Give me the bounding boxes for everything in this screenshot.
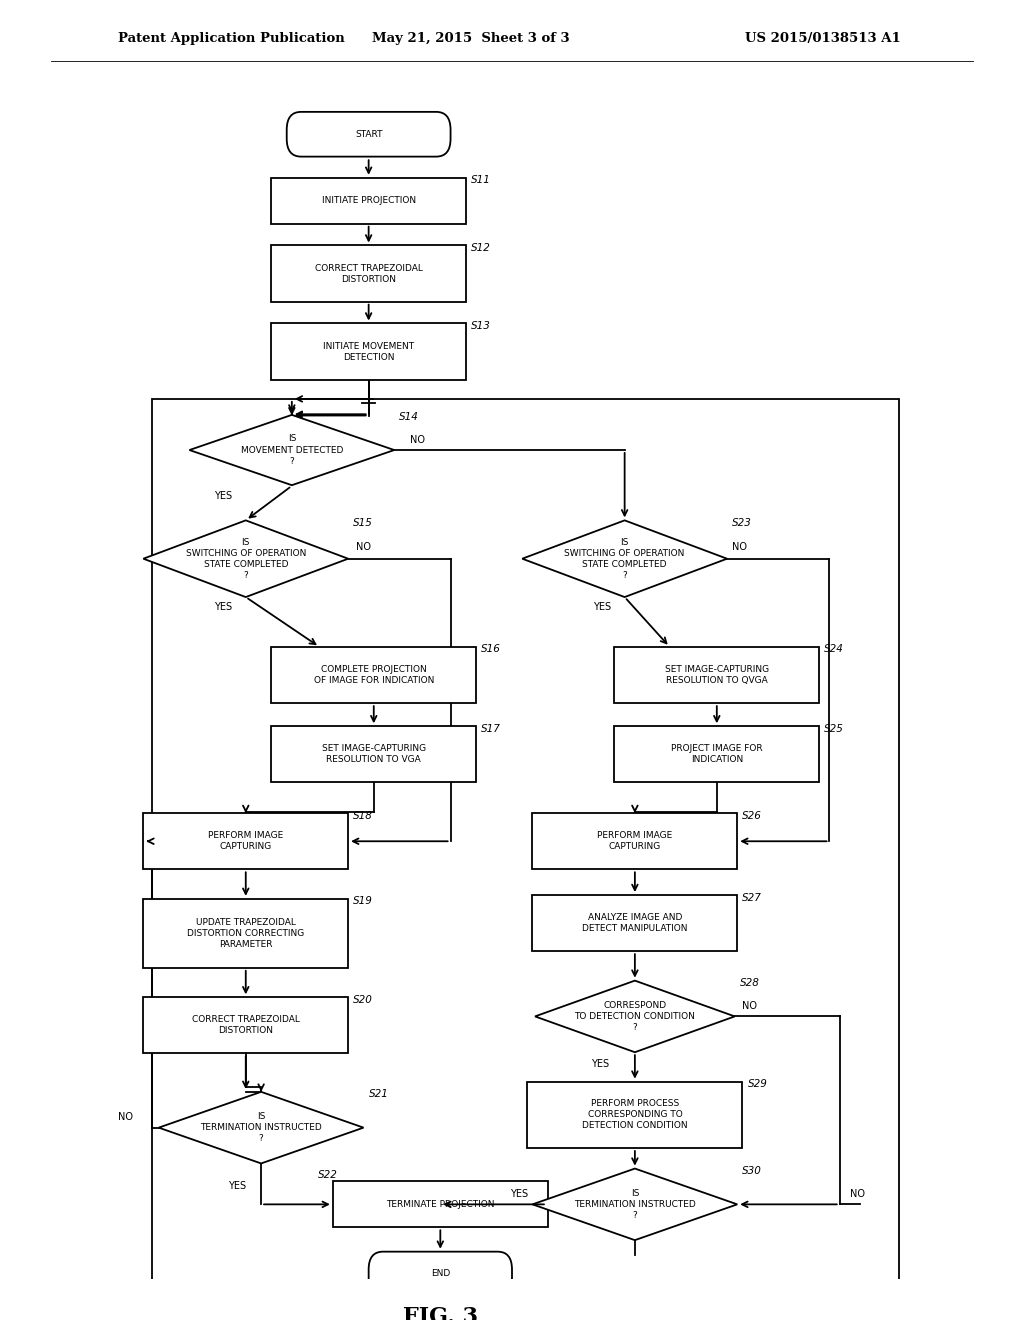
Text: S21: S21 <box>369 1089 388 1100</box>
Bar <box>143 899 348 968</box>
Text: Patent Application Publication: Patent Application Publication <box>118 32 344 45</box>
Bar <box>143 813 348 870</box>
Text: S30: S30 <box>742 1166 762 1176</box>
Polygon shape <box>522 520 727 597</box>
Bar <box>532 813 737 870</box>
Text: INITIATE MOVEMENT
DETECTION: INITIATE MOVEMENT DETECTION <box>324 342 414 362</box>
Text: YES: YES <box>591 1059 609 1069</box>
Text: PERFORM IMAGE
CAPTURING: PERFORM IMAGE CAPTURING <box>597 832 673 851</box>
Text: SET IMAGE-CAPTURING
RESOLUTION TO VGA: SET IMAGE-CAPTURING RESOLUTION TO VGA <box>322 744 426 764</box>
Text: INITIATE PROJECTION: INITIATE PROJECTION <box>322 197 416 205</box>
Text: IS
TERMINATION INSTRUCTED
?: IS TERMINATION INSTRUCTED ? <box>201 1111 322 1143</box>
Bar <box>614 726 819 783</box>
Bar <box>143 997 348 1053</box>
Text: S25: S25 <box>824 723 844 734</box>
Text: S28: S28 <box>739 978 760 989</box>
Text: IS
MOVEMENT DETECTED
?: IS MOVEMENT DETECTED ? <box>241 434 343 466</box>
Bar <box>271 246 466 302</box>
Text: US 2015/0138513 A1: US 2015/0138513 A1 <box>745 32 901 45</box>
Text: NO: NO <box>410 434 425 445</box>
Polygon shape <box>535 981 735 1052</box>
Bar <box>333 1181 548 1228</box>
Text: S11: S11 <box>471 176 490 185</box>
Text: UPDATE TRAPEZOIDAL
DISTORTION CORRECTING
PARAMETER: UPDATE TRAPEZOIDAL DISTORTION CORRECTING… <box>187 917 304 949</box>
Text: S26: S26 <box>742 810 762 821</box>
Bar <box>152 399 899 1307</box>
Text: YES: YES <box>510 1189 528 1199</box>
Bar <box>271 647 476 704</box>
Text: NO: NO <box>742 1001 758 1011</box>
Text: IS
SWITCHING OF OPERATION
STATE COMPLETED
?: IS SWITCHING OF OPERATION STATE COMPLETE… <box>185 537 306 579</box>
Text: NO: NO <box>356 543 372 552</box>
Text: ANALYZE IMAGE AND
DETECT MANIPULATION: ANALYZE IMAGE AND DETECT MANIPULATION <box>582 913 688 933</box>
Text: START: START <box>355 129 382 139</box>
Text: S24: S24 <box>824 644 844 655</box>
Text: IS
SWITCHING OF OPERATION
STATE COMPLETED
?: IS SWITCHING OF OPERATION STATE COMPLETE… <box>564 537 685 579</box>
Text: TERMINATE PROJECTION: TERMINATE PROJECTION <box>386 1200 495 1209</box>
Text: S14: S14 <box>399 412 419 422</box>
Text: END: END <box>431 1269 450 1278</box>
Polygon shape <box>532 1168 737 1241</box>
Text: S20: S20 <box>353 995 373 1005</box>
Text: CORRECT TRAPEZOIDAL
DISTORTION: CORRECT TRAPEZOIDAL DISTORTION <box>191 1015 300 1035</box>
Text: FIG. 3: FIG. 3 <box>402 1305 478 1320</box>
Text: YES: YES <box>593 602 611 612</box>
Text: S17: S17 <box>481 723 501 734</box>
Bar <box>532 895 737 952</box>
Text: IS
TERMINATION INSTRUCTED
?: IS TERMINATION INSTRUCTED ? <box>574 1189 695 1220</box>
Text: YES: YES <box>214 602 232 612</box>
Text: S29: S29 <box>748 1080 767 1089</box>
Text: PROJECT IMAGE FOR
INDICATION: PROJECT IMAGE FOR INDICATION <box>671 744 763 764</box>
Text: S22: S22 <box>317 1170 337 1180</box>
Bar <box>614 647 819 704</box>
Text: S23: S23 <box>732 517 752 528</box>
FancyBboxPatch shape <box>287 112 451 157</box>
Text: SET IMAGE-CAPTURING
RESOLUTION TO QVGA: SET IMAGE-CAPTURING RESOLUTION TO QVGA <box>665 665 769 685</box>
Text: CORRESPOND
TO DETECTION CONDITION
?: CORRESPOND TO DETECTION CONDITION ? <box>574 1001 695 1032</box>
Text: S19: S19 <box>353 896 373 907</box>
Text: S15: S15 <box>353 517 373 528</box>
Polygon shape <box>143 520 348 597</box>
Bar <box>271 178 466 223</box>
Polygon shape <box>189 414 394 486</box>
Text: PERFORM IMAGE
CAPTURING: PERFORM IMAGE CAPTURING <box>208 832 284 851</box>
Text: S12: S12 <box>471 243 490 253</box>
Text: YES: YES <box>214 491 232 502</box>
Text: COMPLETE PROJECTION
OF IMAGE FOR INDICATION: COMPLETE PROJECTION OF IMAGE FOR INDICAT… <box>313 665 434 685</box>
Text: NO: NO <box>850 1189 865 1199</box>
FancyBboxPatch shape <box>369 1251 512 1295</box>
Text: S16: S16 <box>481 644 501 655</box>
Text: S13: S13 <box>471 321 490 331</box>
Bar <box>271 726 476 783</box>
Text: NO: NO <box>118 1113 133 1122</box>
Text: S18: S18 <box>353 810 373 821</box>
Bar <box>271 323 466 380</box>
Text: NO: NO <box>732 543 748 552</box>
Text: May 21, 2015  Sheet 3 of 3: May 21, 2015 Sheet 3 of 3 <box>373 32 569 45</box>
Text: PERFORM PROCESS
CORRESPONDING TO
DETECTION CONDITION: PERFORM PROCESS CORRESPONDING TO DETECTI… <box>582 1100 688 1130</box>
Bar <box>527 1081 742 1148</box>
Text: YES: YES <box>227 1181 246 1192</box>
Polygon shape <box>159 1092 364 1163</box>
Text: S27: S27 <box>742 892 762 903</box>
Text: CORRECT TRAPEZOIDAL
DISTORTION: CORRECT TRAPEZOIDAL DISTORTION <box>314 264 423 284</box>
